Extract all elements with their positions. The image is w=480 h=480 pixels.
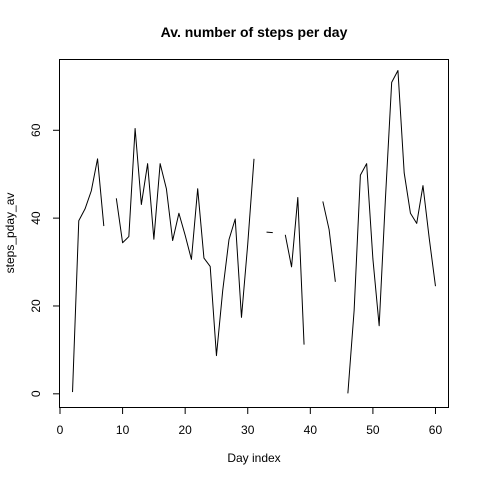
x-tick-label: 40: [304, 423, 318, 437]
x-tick-label: 30: [241, 423, 255, 437]
y-tick-label: 60: [29, 123, 43, 137]
x-tick-label: 60: [429, 423, 443, 437]
series-layer: [72, 70, 436, 394]
x-axis-label: Day index: [227, 451, 280, 465]
y-axis: 0 20 40 60: [29, 123, 60, 397]
y-tick-label: 20: [29, 299, 43, 313]
series-line-segment: [347, 70, 436, 394]
y-axis-label: steps_pday_av: [3, 193, 17, 274]
x-tick-label: 50: [366, 423, 380, 437]
chart-title: Av. number of steps per day: [161, 24, 348, 40]
x-tick-label: 20: [178, 423, 192, 437]
series-line-segment: [115, 128, 255, 357]
series-line-segment: [72, 158, 105, 393]
y-tick-label: 0: [29, 390, 43, 397]
x-tick-label: 0: [57, 423, 64, 437]
series-line-segment: [284, 196, 305, 345]
x-tick-label: 10: [116, 423, 130, 437]
y-tick-label: 40: [29, 211, 43, 225]
x-axis: 0 10 20 30 40 50 60: [57, 407, 443, 437]
series-line-segment: [322, 201, 336, 282]
